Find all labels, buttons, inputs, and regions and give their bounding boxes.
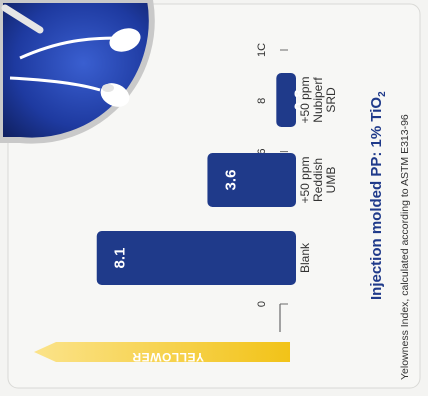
bar-1 xyxy=(207,153,296,207)
bar-value-label: 3.6 xyxy=(222,170,239,191)
bar-2 xyxy=(276,73,296,127)
yellower-label: YELLOWER xyxy=(132,350,204,364)
category-label: Reddish xyxy=(311,158,325,202)
category-label: +50 ppm xyxy=(298,76,312,123)
axis-tick-label: 8 xyxy=(256,98,268,104)
axis-tick-label: 0 xyxy=(256,301,268,307)
axis-tick-label: 1C xyxy=(256,43,268,57)
category-label: UMB xyxy=(324,167,338,194)
chart-subtitle: Yelowness Index, calculated according to… xyxy=(399,114,411,380)
category-label: SRD xyxy=(324,87,338,113)
category-label: Blank xyxy=(298,242,312,273)
yellower-arrow xyxy=(34,342,290,362)
axis-tick-label: 6 xyxy=(256,149,268,155)
chart-title-text: Injection molded PP: 1% TiO xyxy=(368,97,385,300)
bar-0 xyxy=(96,231,297,285)
chart-title-subscript: 2 xyxy=(377,91,388,97)
earphones-icon xyxy=(0,0,155,144)
chart-title: Injection molded PP: 1% TiO2 xyxy=(368,91,388,300)
bar-value-label: 8.1 xyxy=(112,248,129,269)
category-label: +50 ppm xyxy=(298,156,312,203)
bar-value-label: 0.8 xyxy=(291,90,308,111)
category-label: Nubiperf xyxy=(311,77,325,123)
value-axis xyxy=(279,304,281,332)
